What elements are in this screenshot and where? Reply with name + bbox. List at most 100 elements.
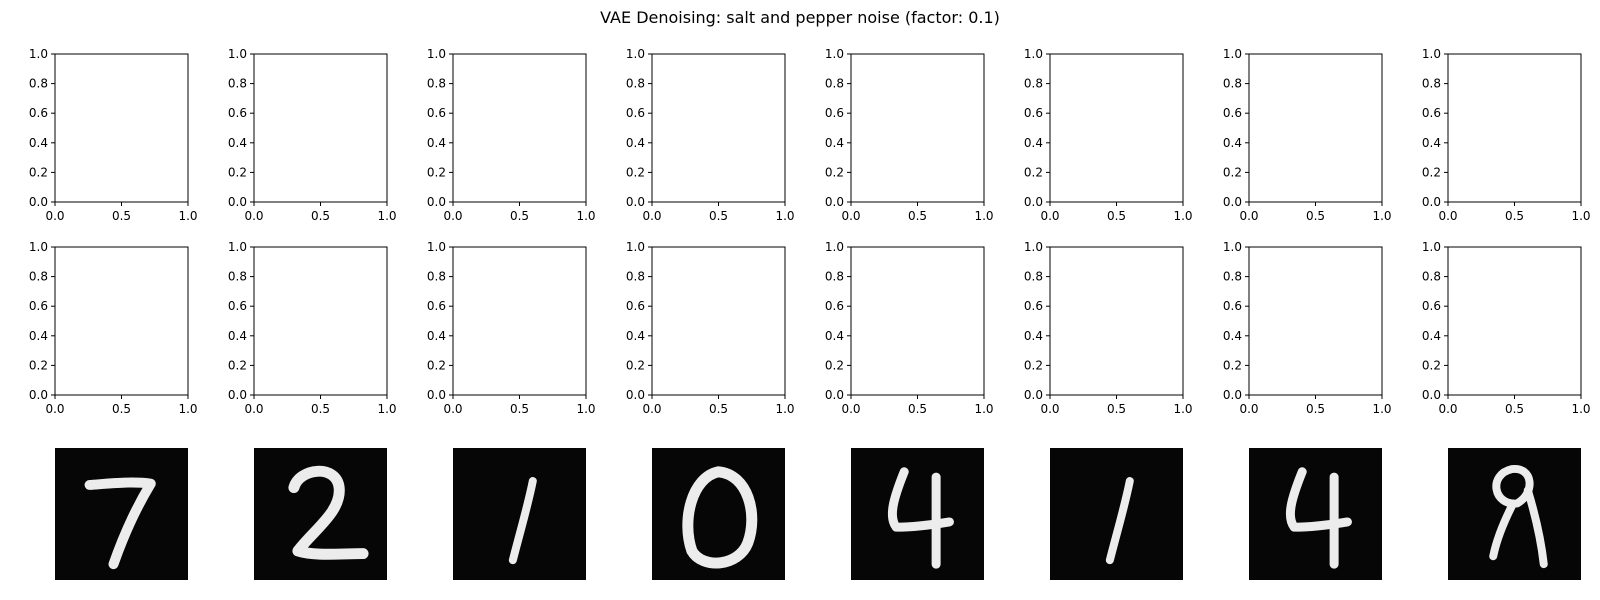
- y-tick-label: 1.0: [29, 240, 48, 254]
- x-tick-label: 0.0: [244, 209, 263, 223]
- y-tick-label: 0.0: [427, 195, 446, 209]
- y-tick-label: 1.0: [1223, 47, 1242, 61]
- y-tick-label: 0.6: [1024, 299, 1043, 313]
- y-tick-label: 0.0: [825, 388, 844, 402]
- y-tick-label: 0.4: [1422, 329, 1441, 343]
- y-tick-label: 1.0: [1223, 240, 1242, 254]
- y-tick-label: 0.8: [1223, 270, 1242, 284]
- x-tick-label: 0.0: [1040, 209, 1059, 223]
- x-tick-label: 1.0: [1173, 402, 1192, 416]
- y-tick-label: 0.0: [228, 195, 247, 209]
- digit-glyph: [285, 462, 372, 563]
- axes-frame: [253, 246, 388, 396]
- y-tick-label: 0.4: [626, 329, 645, 343]
- y-tick-label: 0.8: [228, 270, 247, 284]
- y-tick-label: 1.0: [626, 240, 645, 254]
- x-tick-label: 1.0: [377, 209, 396, 223]
- y-tick-label: 0.8: [1422, 270, 1441, 284]
- y-tick-label: 1.0: [626, 47, 645, 61]
- x-tick-label: 0.5: [709, 402, 728, 416]
- axes-panel: 0.0 0.2 0.4 0.6 0.8 1.0 0.0 0.5 1.0: [1024, 47, 1193, 223]
- axes-panel: 0.0 0.2 0.4 0.6 0.8 1.0 0.0 0.5 1.0: [29, 240, 198, 416]
- y-tick-label: 0.8: [1024, 270, 1043, 284]
- y-tick-label: 0.4: [1024, 136, 1043, 150]
- y-tick-label: 0.0: [29, 195, 48, 209]
- y-tick-label: 0.8: [1422, 77, 1441, 91]
- digit-glyph: [505, 474, 540, 568]
- y-tick-label: 0.8: [427, 77, 446, 91]
- x-tick-label: 1.0: [974, 209, 993, 223]
- y-tick-label: 0.4: [427, 136, 446, 150]
- axes-panel: 0.0 0.2 0.4 0.6 0.8 1.0 0.0 0.5 1.0: [1024, 240, 1193, 416]
- y-tick-label: 1.0: [1422, 47, 1441, 61]
- axes-frame: [1248, 246, 1383, 396]
- digit-image: [1448, 448, 1581, 580]
- y-tick-label: 0.4: [427, 329, 446, 343]
- y-tick-label: 0.6: [626, 299, 645, 313]
- digit-image: [254, 448, 387, 580]
- axes-panel: 0.0 0.2 0.4 0.6 0.8 1.0 0.0 0.5 1.0: [825, 47, 994, 223]
- x-tick-label: 0.5: [112, 402, 131, 416]
- y-tick-label: 0.4: [1223, 136, 1242, 150]
- y-tick-label: 0.6: [29, 299, 48, 313]
- y-tick-label: 0.2: [1223, 165, 1242, 179]
- y-tick-label: 0.6: [228, 299, 247, 313]
- digit-image: [1249, 448, 1382, 580]
- y-tick-label: 1.0: [1024, 47, 1043, 61]
- y-tick-label: 0.4: [228, 329, 247, 343]
- x-tick-label: 1.0: [576, 402, 595, 416]
- axes-frame: [54, 53, 189, 203]
- x-tick-label: 1.0: [178, 209, 197, 223]
- x-tick-label: 0.0: [642, 209, 661, 223]
- x-tick-label: 1.0: [178, 402, 197, 416]
- y-tick-label: 0.8: [825, 270, 844, 284]
- y-tick-label: 0.0: [626, 195, 645, 209]
- y-tick-label: 0.2: [29, 165, 48, 179]
- y-tick-label: 0.0: [1223, 388, 1242, 402]
- y-tick-label: 0.2: [427, 358, 446, 372]
- y-tick-label: 0.4: [1422, 136, 1441, 150]
- y-tick-label: 0.8: [1024, 77, 1043, 91]
- x-tick-label: 0.5: [1107, 209, 1126, 223]
- y-tick-label: 0.2: [626, 165, 645, 179]
- y-tick-label: 0.4: [1024, 329, 1043, 343]
- x-tick-label: 0.5: [311, 402, 330, 416]
- y-tick-label: 0.8: [825, 77, 844, 91]
- digit-image: [453, 448, 586, 580]
- axes-frame: [651, 246, 786, 396]
- x-tick-label: 0.0: [443, 402, 462, 416]
- y-tick-label: 0.8: [626, 270, 645, 284]
- axes-frame: [1049, 53, 1184, 203]
- y-tick-label: 0.0: [427, 388, 446, 402]
- x-tick-label: 1.0: [377, 402, 396, 416]
- x-tick-label: 0.0: [1040, 402, 1059, 416]
- digit-stroke: [1523, 486, 1548, 569]
- y-tick-label: 0.0: [825, 195, 844, 209]
- y-tick-label: 0.6: [427, 106, 446, 120]
- x-tick-label: 1.0: [974, 402, 993, 416]
- x-tick-label: 0.0: [642, 402, 661, 416]
- y-tick-label: 0.6: [427, 299, 446, 313]
- axes-layer: 0.0 0.2 0.4 0.6 0.8 1.0 0.0 0.5 1.0 0.0 0.2 0.4 0.6 0…: [29, 47, 1591, 416]
- digit-stroke: [1489, 502, 1516, 561]
- y-tick-label: 0.6: [1422, 299, 1441, 313]
- axes-frame: [253, 53, 388, 203]
- y-tick-label: 0.2: [228, 358, 247, 372]
- y-tick-label: 0.6: [1223, 106, 1242, 120]
- x-tick-label: 0.5: [311, 209, 330, 223]
- y-tick-label: 0.0: [29, 388, 48, 402]
- x-tick-label: 0.0: [1239, 402, 1258, 416]
- x-tick-label: 0.0: [1438, 402, 1457, 416]
- y-tick-label: 0.2: [626, 358, 645, 372]
- digit-image: [851, 448, 984, 580]
- y-tick-label: 0.8: [1223, 77, 1242, 91]
- x-tick-label: 0.5: [709, 209, 728, 223]
- y-tick-label: 0.2: [1422, 358, 1441, 372]
- y-tick-label: 0.2: [1024, 165, 1043, 179]
- y-tick-label: 1.0: [29, 47, 48, 61]
- y-tick-label: 1.0: [427, 240, 446, 254]
- x-tick-label: 0.5: [112, 209, 131, 223]
- x-tick-label: 0.5: [1107, 402, 1126, 416]
- digit-stroke: [84, 477, 156, 570]
- x-tick-label: 0.5: [908, 209, 927, 223]
